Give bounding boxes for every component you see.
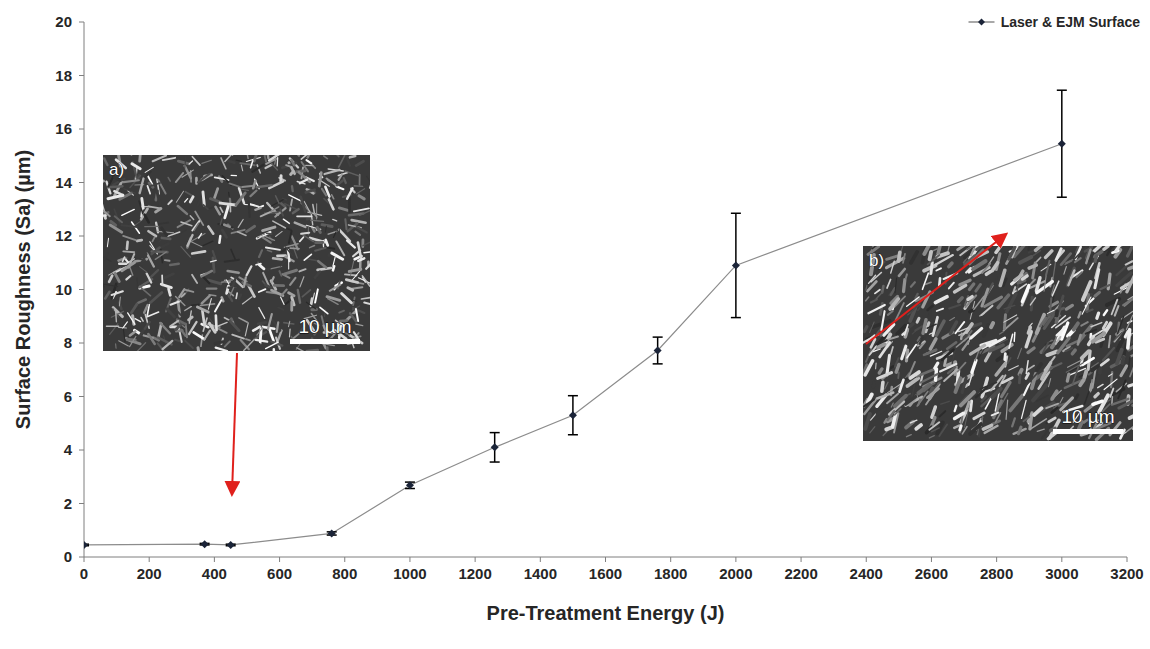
data-point bbox=[732, 261, 740, 269]
x-tick-label: 2000 bbox=[719, 565, 752, 582]
x-tick bbox=[931, 557, 932, 562]
y-tick-label: 0 bbox=[64, 548, 72, 565]
data-point bbox=[491, 443, 499, 451]
y-tick bbox=[79, 450, 84, 451]
y-tick bbox=[79, 129, 84, 130]
sem-image: a) 10 µm bbox=[90, 143, 379, 361]
x-tick bbox=[540, 557, 541, 562]
arrow bbox=[866, 235, 1005, 344]
x-tick bbox=[149, 557, 150, 562]
y-tick bbox=[79, 557, 84, 558]
y-tick bbox=[79, 503, 84, 504]
x-tick-label: 1000 bbox=[393, 565, 426, 582]
y-tick bbox=[79, 22, 84, 23]
data-point bbox=[569, 411, 577, 419]
y-axis-title: Surface Roughness (Sa) (µm) bbox=[12, 150, 34, 429]
x-tick-label: 800 bbox=[332, 565, 357, 582]
y-tick bbox=[79, 343, 84, 344]
error-bar bbox=[1057, 90, 1067, 197]
error-bar bbox=[405, 482, 415, 488]
x-tick-label: 0 bbox=[80, 565, 88, 582]
sem-image: b) 10 µm bbox=[863, 234, 1142, 441]
error-bar bbox=[490, 433, 500, 462]
y-tick-label: 2 bbox=[64, 495, 72, 512]
x-tick-label: 1200 bbox=[458, 565, 491, 582]
x-tick bbox=[996, 557, 997, 562]
x-tick bbox=[344, 557, 345, 562]
x-tick bbox=[1127, 557, 1128, 562]
legend: Laser & EJM Surface bbox=[969, 14, 1141, 30]
x-tick bbox=[670, 557, 671, 562]
x-tick-label: 2400 bbox=[850, 565, 883, 582]
x-tick bbox=[475, 557, 476, 562]
y-tick-label: 18 bbox=[55, 67, 72, 84]
error-bar bbox=[568, 396, 578, 435]
x-tick-label: 1800 bbox=[654, 565, 687, 582]
data-point bbox=[654, 346, 662, 354]
y-tick-label: 10 bbox=[55, 281, 72, 298]
x-tick-label: 3000 bbox=[1045, 565, 1078, 582]
y-tick-label: 20 bbox=[55, 13, 72, 30]
x-tick-label: 400 bbox=[202, 565, 227, 582]
error-bar bbox=[731, 213, 741, 317]
error-bar bbox=[653, 337, 663, 364]
image-label: a) bbox=[109, 160, 124, 179]
x-tick-label: 2200 bbox=[784, 565, 817, 582]
data-point bbox=[201, 540, 209, 548]
x-tick bbox=[605, 557, 606, 562]
chart: 0246810121416182002004006008001000120014… bbox=[0, 0, 1150, 649]
x-axis-title: Pre-Treatment Energy (J) bbox=[487, 602, 725, 624]
y-tick-label: 6 bbox=[64, 388, 72, 405]
scale-label: 10 µm bbox=[298, 316, 351, 337]
image-label: b) bbox=[869, 251, 884, 270]
x-tick bbox=[866, 557, 867, 562]
scale-bar bbox=[1053, 429, 1123, 434]
data-point bbox=[1058, 140, 1066, 148]
x-tick bbox=[1061, 557, 1062, 562]
y-tick-label: 4 bbox=[64, 441, 73, 458]
y-tick bbox=[79, 75, 84, 76]
y-tick bbox=[79, 182, 84, 183]
x-tick-label: 1600 bbox=[589, 565, 622, 582]
data-point bbox=[84, 541, 88, 549]
x-tick-label: 200 bbox=[137, 565, 162, 582]
y-tick-label: 14 bbox=[55, 174, 72, 191]
arrow bbox=[232, 353, 237, 493]
data-point bbox=[406, 481, 414, 489]
plot-area bbox=[84, 90, 1067, 549]
y-tick bbox=[79, 396, 84, 397]
x-tick bbox=[279, 557, 280, 562]
x-tick bbox=[801, 557, 802, 562]
x-tick-label: 600 bbox=[267, 565, 292, 582]
scale-bar bbox=[290, 339, 360, 344]
x-tick bbox=[735, 557, 736, 562]
x-tick-label: 2600 bbox=[915, 565, 948, 582]
y-tick-label: 16 bbox=[55, 120, 72, 137]
x-tick-label: 3200 bbox=[1110, 565, 1143, 582]
legend-label: Laser & EJM Surface bbox=[1001, 14, 1140, 30]
data-point bbox=[227, 541, 235, 549]
x-tick bbox=[84, 557, 85, 562]
x-tick bbox=[214, 557, 215, 562]
x-tick-label: 2800 bbox=[980, 565, 1013, 582]
y-tick bbox=[79, 289, 84, 290]
y-tick-label: 8 bbox=[64, 334, 72, 351]
legend-marker bbox=[978, 19, 985, 26]
x-tick bbox=[409, 557, 410, 562]
y-tick bbox=[79, 236, 84, 237]
y-tick-label: 12 bbox=[55, 227, 72, 244]
scale-label: 10 µm bbox=[1061, 406, 1114, 427]
data-point bbox=[328, 529, 336, 537]
x-tick-label: 1400 bbox=[524, 565, 557, 582]
